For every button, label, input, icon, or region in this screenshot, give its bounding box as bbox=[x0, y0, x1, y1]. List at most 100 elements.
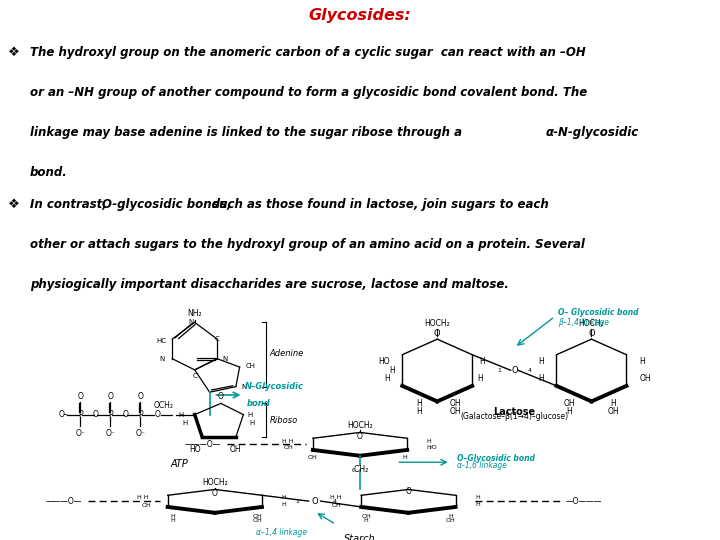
Text: ———O—: ———O— bbox=[45, 497, 82, 505]
Text: H: H bbox=[538, 357, 544, 366]
Text: H: H bbox=[182, 420, 187, 426]
Text: O: O bbox=[78, 392, 84, 401]
Text: O: O bbox=[93, 410, 99, 419]
Text: H: H bbox=[475, 502, 480, 507]
Text: OH: OH bbox=[308, 455, 318, 460]
Text: HO: HO bbox=[378, 357, 390, 366]
Text: HC: HC bbox=[157, 338, 166, 343]
Text: O–Glycosidic bond: O–Glycosidic bond bbox=[456, 454, 535, 463]
Text: O: O bbox=[122, 410, 128, 419]
Text: H: H bbox=[390, 366, 395, 375]
Text: O-glycosidic bonds,: O-glycosidic bonds, bbox=[102, 198, 232, 211]
Text: OH: OH bbox=[332, 503, 342, 508]
Text: H: H bbox=[402, 455, 407, 460]
Text: H: H bbox=[170, 518, 175, 523]
Text: N: N bbox=[222, 356, 228, 362]
Text: H: H bbox=[179, 411, 184, 417]
Text: O: O bbox=[588, 329, 595, 338]
Text: H: H bbox=[477, 374, 483, 383]
Text: O: O bbox=[357, 433, 363, 441]
Text: H: H bbox=[475, 495, 480, 501]
Text: O⁻: O⁻ bbox=[106, 429, 115, 437]
Text: OCH₂: OCH₂ bbox=[154, 401, 174, 410]
Text: CH: CH bbox=[246, 363, 255, 369]
Text: O⁻: O⁻ bbox=[76, 429, 86, 437]
Text: O: O bbox=[154, 410, 160, 419]
Text: OH: OH bbox=[564, 399, 575, 408]
Text: OH: OH bbox=[284, 446, 294, 450]
Text: O: O bbox=[311, 497, 318, 505]
Text: H: H bbox=[567, 407, 572, 416]
Text: 4: 4 bbox=[527, 368, 531, 373]
Text: β–1,4 linkage: β–1,4 linkage bbox=[559, 318, 609, 327]
Text: H: H bbox=[639, 357, 645, 366]
Text: N–Glycosidic: N–Glycosidic bbox=[246, 382, 305, 391]
Text: H: H bbox=[364, 518, 369, 523]
Text: C: C bbox=[192, 373, 197, 379]
Text: ❖: ❖ bbox=[8, 46, 20, 59]
Text: O– Glycosidic bond: O– Glycosidic bond bbox=[559, 308, 639, 317]
Text: or an –NH group of another compound to form a glycosidic bond covalent bond. The: or an –NH group of another compound to f… bbox=[30, 86, 588, 99]
Text: ———O—: ———O— bbox=[184, 440, 221, 449]
Text: H: H bbox=[247, 411, 252, 417]
Text: Glycosides:: Glycosides: bbox=[309, 8, 411, 23]
Text: The hydroxyl group on the anomeric carbon of a cyclic sugar  can react with an –: The hydroxyl group on the anomeric carbo… bbox=[30, 46, 586, 59]
Text: HOCH₂: HOCH₂ bbox=[579, 319, 604, 328]
Text: OH: OH bbox=[450, 399, 462, 408]
Text: HOCH₂: HOCH₂ bbox=[347, 421, 373, 430]
Text: HOCH₂: HOCH₂ bbox=[424, 319, 450, 328]
Text: 1: 1 bbox=[498, 368, 502, 373]
Text: H⁄O: H⁄O bbox=[426, 445, 437, 450]
Text: OH: OH bbox=[450, 407, 462, 416]
Text: Riboso: Riboso bbox=[269, 416, 298, 424]
Text: N: N bbox=[160, 356, 165, 362]
Text: O: O bbox=[434, 329, 441, 338]
Text: H: H bbox=[611, 399, 616, 408]
Text: (Galactose–β(1→4)–glucose): (Galactose–β(1→4)–glucose) bbox=[460, 412, 568, 421]
Text: Adenine: Adenine bbox=[269, 349, 304, 357]
Text: C: C bbox=[215, 336, 220, 342]
Text: OH: OH bbox=[608, 407, 619, 416]
Text: H: H bbox=[282, 502, 286, 507]
Text: α–1,4 linkage: α–1,4 linkage bbox=[256, 528, 307, 537]
Text: other or attach sugars to the hydroxyl group of an amino acid on a protein. Seve: other or attach sugars to the hydroxyl g… bbox=[30, 238, 585, 251]
Text: bond: bond bbox=[247, 399, 271, 408]
Text: O: O bbox=[107, 392, 113, 401]
Text: H: H bbox=[416, 399, 422, 408]
Text: H: H bbox=[282, 495, 286, 501]
Text: O: O bbox=[138, 392, 143, 401]
Text: OH: OH bbox=[142, 503, 151, 508]
Text: H: H bbox=[416, 407, 422, 416]
Text: O: O bbox=[405, 487, 411, 496]
Text: H H: H H bbox=[137, 495, 148, 501]
Text: α-N-glycosidic: α-N-glycosidic bbox=[546, 126, 639, 139]
Text: Starch: Starch bbox=[344, 534, 376, 540]
Text: physiogically important disaccharides are sucrose, lactose and maltose.: physiogically important disaccharides ar… bbox=[30, 278, 509, 291]
Text: O⁻: O⁻ bbox=[135, 429, 145, 437]
Text: H: H bbox=[538, 374, 544, 383]
Text: H: H bbox=[384, 374, 390, 383]
Text: H H: H H bbox=[330, 495, 342, 501]
Text: O: O bbox=[212, 489, 217, 498]
Text: H H: H H bbox=[282, 439, 294, 444]
Text: P: P bbox=[78, 410, 83, 419]
Text: H: H bbox=[249, 420, 254, 426]
Text: —O———: —O——— bbox=[566, 497, 602, 505]
Text: 4: 4 bbox=[333, 498, 337, 504]
Text: ❖: ❖ bbox=[8, 198, 20, 211]
Text: N: N bbox=[241, 383, 247, 390]
Text: O: O bbox=[218, 392, 224, 401]
Text: OH: OH bbox=[252, 514, 262, 519]
Text: OH: OH bbox=[446, 518, 456, 523]
Text: linkage may base adenine is linked to the sugar ribose through a: linkage may base adenine is linked to th… bbox=[30, 126, 466, 139]
Text: H: H bbox=[426, 439, 431, 444]
Text: α-1,6 linkage: α-1,6 linkage bbox=[456, 461, 507, 470]
Text: O–: O– bbox=[59, 410, 68, 419]
Text: H: H bbox=[170, 514, 175, 519]
Text: N: N bbox=[189, 319, 194, 325]
Text: H: H bbox=[449, 514, 453, 519]
Text: Lactose: Lactose bbox=[493, 407, 536, 417]
Text: H: H bbox=[480, 357, 485, 366]
Text: OH: OH bbox=[361, 514, 371, 519]
Text: such as those found in lactose, join sugars to each: such as those found in lactose, join sug… bbox=[208, 198, 549, 211]
